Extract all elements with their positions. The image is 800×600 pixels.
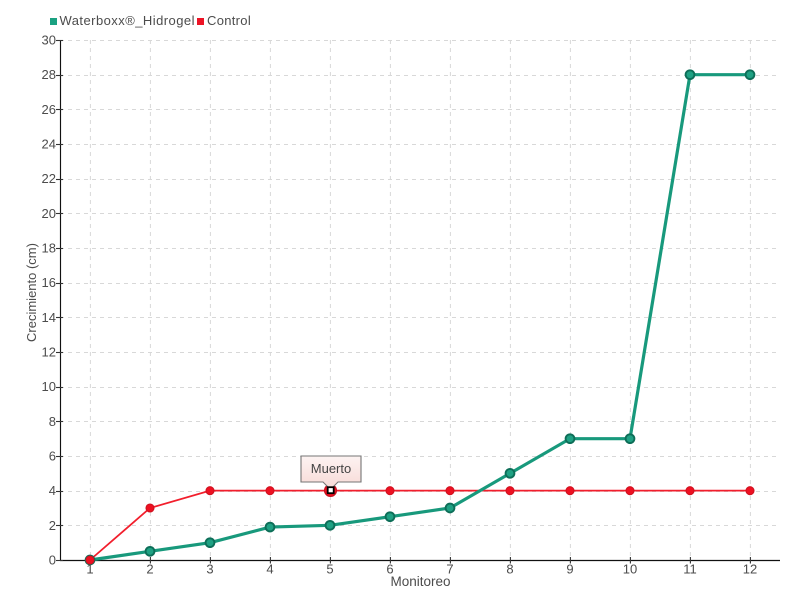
svg-text:24: 24 (42, 137, 56, 152)
svg-text:10: 10 (623, 562, 637, 577)
svg-text:8: 8 (49, 414, 56, 429)
svg-text:6: 6 (49, 449, 56, 464)
svg-text:6: 6 (386, 562, 393, 577)
svg-text:16: 16 (42, 275, 56, 290)
svg-text:4: 4 (266, 562, 273, 577)
svg-text:20: 20 (42, 206, 56, 221)
svg-text:7: 7 (446, 562, 453, 577)
svg-text:3: 3 (206, 562, 213, 577)
svg-text:12: 12 (743, 562, 757, 577)
svg-text:5: 5 (326, 562, 333, 577)
svg-text:4: 4 (49, 483, 56, 498)
svg-text:Waterboxx®_Hidrogel: Waterboxx®_Hidrogel (60, 13, 195, 28)
svg-text:11: 11 (683, 562, 697, 577)
svg-text:Crecimiento (cm): Crecimiento (cm) (24, 243, 39, 342)
svg-text:26: 26 (42, 102, 56, 117)
svg-text:Monitoreo: Monitoreo (390, 574, 450, 589)
svg-text:28: 28 (42, 67, 56, 82)
svg-text:Control: Control (207, 13, 251, 28)
svg-text:14: 14 (42, 310, 56, 325)
svg-text:30: 30 (42, 33, 56, 48)
svg-text:12: 12 (42, 345, 56, 360)
svg-text:18: 18 (42, 241, 56, 256)
svg-text:8: 8 (506, 562, 513, 577)
svg-text:2: 2 (146, 562, 153, 577)
svg-text:10: 10 (42, 379, 56, 394)
svg-text:Muerto: Muerto (311, 461, 351, 476)
svg-text:0: 0 (49, 553, 56, 568)
svg-text:9: 9 (566, 562, 573, 577)
svg-text:2: 2 (49, 518, 56, 533)
svg-text:1: 1 (86, 562, 93, 577)
svg-text:22: 22 (42, 171, 56, 186)
